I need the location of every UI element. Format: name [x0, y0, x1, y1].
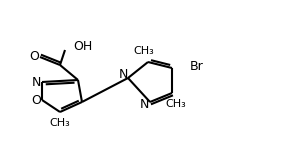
Text: CH₃: CH₃: [166, 99, 186, 109]
Text: O: O: [29, 51, 39, 63]
Text: CH₃: CH₃: [50, 118, 70, 128]
Text: N: N: [118, 68, 128, 81]
Text: O: O: [31, 93, 41, 106]
Text: CH₃: CH₃: [134, 46, 154, 56]
Text: Br: Br: [190, 60, 204, 72]
Text: N: N: [139, 99, 149, 111]
Text: OH: OH: [73, 39, 92, 52]
Text: N: N: [31, 75, 41, 88]
